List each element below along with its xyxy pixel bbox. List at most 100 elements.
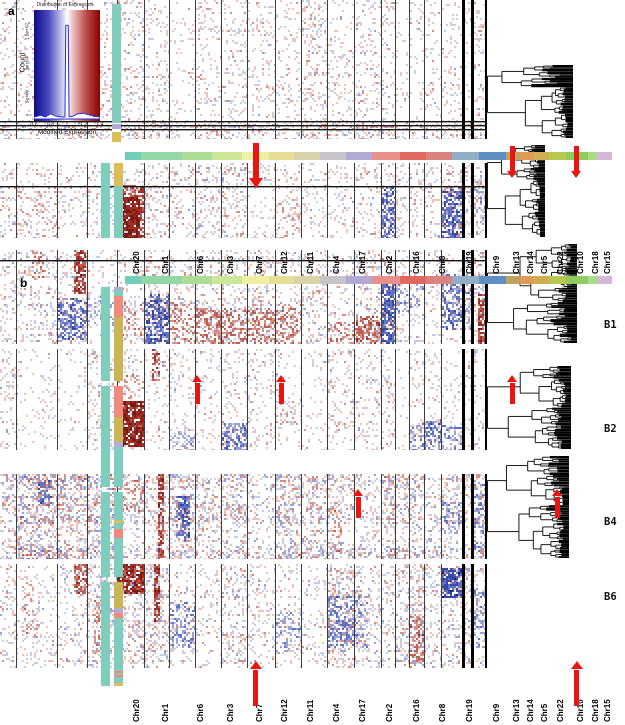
chromosome-label-a: Chr18: [591, 251, 601, 274]
chromosome-strip-segment: [565, 276, 588, 284]
chromosome-label-b: Chr18: [591, 699, 601, 722]
chromosome-label-a: Chr8: [438, 255, 448, 274]
chromosome-label-b: Chr14: [525, 699, 535, 722]
chromosome-label-a: Chr2: [384, 255, 394, 274]
chromosome-label-b: Chr6: [196, 703, 206, 722]
arrow-head: [191, 375, 202, 382]
annotation-segment-yellow: [114, 683, 123, 686]
chromosome-label-b: Chr22: [556, 699, 566, 722]
chromosome-strip-segment: [212, 276, 243, 284]
cnv-arrow-a-obs-Chr7: [248, 143, 263, 188]
panel-b-label: b: [20, 276, 28, 290]
chromosome-label-a: Chr5: [540, 255, 550, 274]
heatmap-B6-canvas: [0, 564, 487, 668]
chromosome-strip-segment: [505, 276, 520, 284]
arrow-shaft: [252, 143, 259, 178]
chromosome-color-strip-b: [125, 276, 613, 284]
chromosome-label-a: Chr14: [525, 251, 535, 274]
chromosome-strip-segment: [596, 276, 613, 284]
cnv-arrow-a-obs-Chr10: [571, 146, 582, 179]
chromosome-label-a: Chr11: [305, 251, 315, 274]
chromosome-strip-segment: [319, 152, 346, 160]
annotation-segment-teal: [114, 185, 123, 238]
annotation-segment-teal: [114, 492, 123, 521]
chromosome-strip-segment: [425, 152, 453, 160]
chromosome-strip-segment: [141, 276, 183, 284]
annotation-segment-teal: [112, 4, 121, 123]
legend-gradient-histogram: [34, 10, 100, 121]
dendrogram-B4: [487, 365, 571, 450]
annotation-segment-khaki: [114, 417, 123, 442]
chromosome-strip-segment: [345, 276, 373, 284]
subclone-label-B2: B2: [604, 423, 617, 435]
chromosome-strip-segment: [548, 276, 566, 284]
annotation-segment-khaki: [114, 317, 123, 381]
arrow-head: [249, 661, 262, 669]
annotation-segment-yellow: [114, 163, 123, 186]
chromosome-strip-segment: [596, 152, 613, 160]
chromosome-strip-segment: [125, 276, 142, 284]
annotation-segment-teal: [114, 537, 123, 577]
chromosome-color-strip-a: [125, 152, 613, 160]
annotation-segment-lavender: [112, 123, 121, 130]
chromosome-strip-segment: [372, 152, 400, 160]
B4-annotation-bar-1: [101, 492, 110, 577]
annotation-segment-teal: [114, 289, 123, 297]
chromosome-strip-segment: [587, 276, 597, 284]
annotation-segment-khaki: [114, 582, 123, 608]
chromosome-strip-segment: [125, 152, 142, 160]
dendrogram-a-observed: [487, 64, 573, 139]
arrow-head: [507, 375, 518, 382]
chromosome-strip-segment: [519, 152, 534, 160]
chromosome-label-b: Chr4: [331, 703, 341, 722]
subclone-label-B6: B6: [604, 591, 617, 603]
B6-annotation-bar-1: [101, 582, 110, 686]
chromosome-strip-segment: [182, 276, 213, 284]
arrow-shaft: [510, 382, 516, 404]
arrow-shaft: [356, 496, 362, 518]
chromosome-strip-segment: [372, 276, 400, 284]
arrow-shaft: [574, 146, 580, 172]
annotation-segment-teal: [114, 673, 123, 676]
arrow-head: [353, 489, 364, 496]
chromosome-label-a: Chr7: [254, 255, 264, 274]
chromosome-strip-segment: [345, 152, 373, 160]
arrow-head: [551, 489, 562, 496]
chromosome-strip-segment: [319, 276, 346, 284]
heatmap-B2-canvas: [0, 349, 487, 450]
chromosome-strip-segment: [212, 152, 243, 160]
chromosome-label-b: Chr9: [491, 703, 501, 722]
chromosome-strip-segment: [479, 152, 506, 160]
chromosome-strip-segment: [479, 276, 506, 284]
B4-annotation-bar-2: [114, 492, 123, 577]
chromosome-label-a: Chr4: [331, 255, 341, 274]
heatmap-B1-canvas: [0, 250, 487, 344]
annotation-segment-salmon: [114, 529, 123, 538]
chromosome-strip-segment: [293, 276, 320, 284]
chromosome-label-b: Chr20: [132, 699, 142, 722]
cnv-arrow-B2-Chr22: [551, 489, 563, 518]
subclone-label-B4: B4: [604, 516, 617, 528]
chromosome-label-a: Chr10: [575, 251, 585, 274]
arrow-shaft: [510, 146, 516, 172]
annotation-segment-yellow: [114, 520, 123, 523]
chromosome-label-a: Chr6: [196, 255, 206, 274]
chromosome-label-a: Chr19: [464, 251, 474, 274]
legend-x-tick: 0.6: [30, 122, 38, 128]
annotation-segment-salmon: [114, 386, 123, 418]
chromosome-strip-segment: [182, 152, 213, 160]
legend-x-tick: 1.4: [96, 122, 104, 128]
chromosome-strip-segment: [399, 152, 426, 160]
chromosome-strip-segment: [399, 276, 426, 284]
dendrogram-B2: [487, 243, 577, 344]
annotation-segment-teal: [114, 617, 123, 672]
panel-a-label: a: [8, 4, 15, 18]
annotation-segment-lavender: [114, 608, 123, 614]
chromosome-label-a: Chr13: [511, 251, 521, 274]
annotation-segment-teal: [101, 582, 110, 686]
legend-x-tick: 1.2: [79, 122, 88, 128]
cnv-arrow-a-obs-Chr13: [507, 146, 518, 179]
arrow-shaft: [574, 669, 580, 706]
cnv-arrow-B6-Chr10: [570, 661, 583, 706]
